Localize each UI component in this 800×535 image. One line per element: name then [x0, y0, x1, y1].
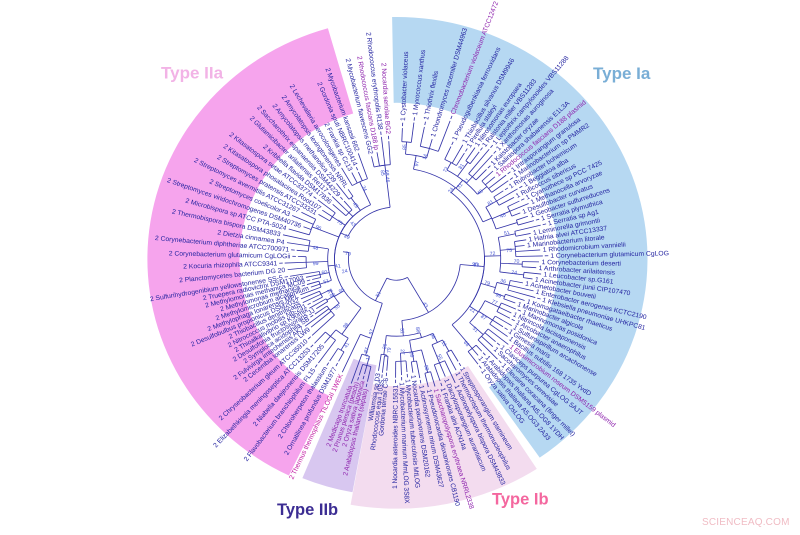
svg-text:51: 51: [375, 291, 383, 299]
svg-text:1 Arthrobacter arilaitensis: 1 Arthrobacter arilaitensis: [538, 265, 615, 277]
svg-text:85: 85: [379, 170, 386, 177]
svg-text:36: 36: [499, 278, 506, 285]
svg-text:51: 51: [471, 326, 480, 334]
svg-text:11: 11: [463, 177, 471, 185]
svg-text:31: 31: [398, 328, 405, 334]
svg-text:1 Cystobacter violaceus: 1 Cystobacter violaceus: [400, 51, 410, 121]
svg-text:72: 72: [489, 251, 495, 257]
svg-text:55: 55: [333, 303, 341, 311]
svg-text:11: 11: [440, 340, 448, 348]
svg-text:48: 48: [312, 245, 319, 252]
svg-text:1 Corynebacterium glutamicum C: 1 Corynebacterium glutamicum CgLOG: [550, 250, 669, 259]
svg-text:81: 81: [458, 163, 466, 171]
svg-text:Type Ib: Type Ib: [492, 491, 549, 509]
svg-text:29: 29: [343, 233, 351, 241]
svg-text:27: 27: [399, 349, 405, 355]
svg-text:81: 81: [487, 199, 495, 207]
svg-text:Type Ia: Type Ia: [593, 64, 651, 83]
svg-text:79: 79: [386, 347, 393, 353]
svg-text:43: 43: [421, 301, 429, 309]
svg-text:2 Nocardia seriolae BG2: 2 Nocardia seriolae BG2: [379, 63, 391, 135]
svg-text:96: 96: [314, 224, 322, 232]
svg-text:60: 60: [321, 269, 328, 276]
svg-text:48: 48: [476, 188, 484, 196]
svg-text:88: 88: [414, 326, 422, 333]
svg-text:36: 36: [382, 343, 389, 349]
svg-text:85: 85: [402, 144, 409, 150]
svg-text:Type IIa: Type IIa: [161, 64, 224, 83]
svg-text:97: 97: [414, 160, 421, 167]
svg-text:98: 98: [422, 364, 429, 371]
svg-text:2 Kocuria rhizophila ATCC9341: 2 Kocuria rhizophila ATCC9341: [183, 260, 278, 270]
svg-text:21: 21: [468, 307, 476, 315]
svg-text:99: 99: [408, 351, 415, 358]
svg-text:75: 75: [506, 248, 512, 254]
svg-text:24: 24: [341, 268, 348, 275]
svg-text:31: 31: [456, 182, 464, 190]
svg-text:17: 17: [365, 354, 372, 361]
svg-text:51: 51: [323, 278, 331, 285]
svg-text:48: 48: [499, 212, 507, 220]
svg-text:70: 70: [345, 251, 352, 257]
svg-text:93: 93: [473, 262, 479, 268]
svg-text:99: 99: [495, 292, 503, 300]
svg-text:95: 95: [338, 287, 346, 295]
svg-text:90: 90: [329, 292, 337, 300]
svg-text:51: 51: [503, 230, 510, 237]
svg-text:41: 41: [343, 341, 351, 349]
svg-text:41: 41: [335, 263, 342, 270]
svg-text:99: 99: [313, 261, 319, 267]
svg-text:46: 46: [384, 177, 391, 183]
svg-text:2 Corynebacterium glutamicum C: 2 Corynebacterium glutamicum CgLOGii: [169, 250, 291, 260]
svg-text:55: 55: [435, 353, 443, 361]
svg-text:98: 98: [428, 333, 436, 341]
svg-text:1 Nocardia asteroides NBRC 155: 1 Nocardia asteroides NBRC 15531: [392, 385, 400, 489]
svg-text:98: 98: [342, 322, 350, 330]
svg-text:24: 24: [511, 270, 518, 277]
svg-text:SCIENCEAQ.COM: SCIENCEAQ.COM: [702, 517, 790, 528]
svg-text:72: 72: [442, 166, 450, 174]
svg-text:43: 43: [348, 220, 356, 228]
svg-text:1 Corynebacterium deserti: 1 Corynebacterium deserti: [541, 259, 621, 267]
svg-text:24: 24: [447, 187, 455, 195]
svg-text:43: 43: [351, 201, 359, 209]
svg-text:34: 34: [326, 288, 334, 296]
svg-text:14: 14: [422, 153, 429, 160]
svg-text:24: 24: [360, 185, 368, 193]
svg-text:75: 75: [335, 219, 343, 227]
svg-text:77: 77: [490, 299, 498, 307]
svg-text:95: 95: [472, 262, 478, 268]
svg-text:68: 68: [383, 170, 390, 176]
svg-text:87: 87: [363, 347, 371, 354]
svg-text:79: 79: [483, 280, 490, 287]
svg-text:87: 87: [479, 314, 487, 322]
svg-text:Type IIb: Type IIb: [277, 501, 338, 519]
svg-text:68: 68: [462, 340, 470, 348]
svg-text:97: 97: [368, 328, 376, 335]
svg-text:70: 70: [514, 259, 520, 265]
